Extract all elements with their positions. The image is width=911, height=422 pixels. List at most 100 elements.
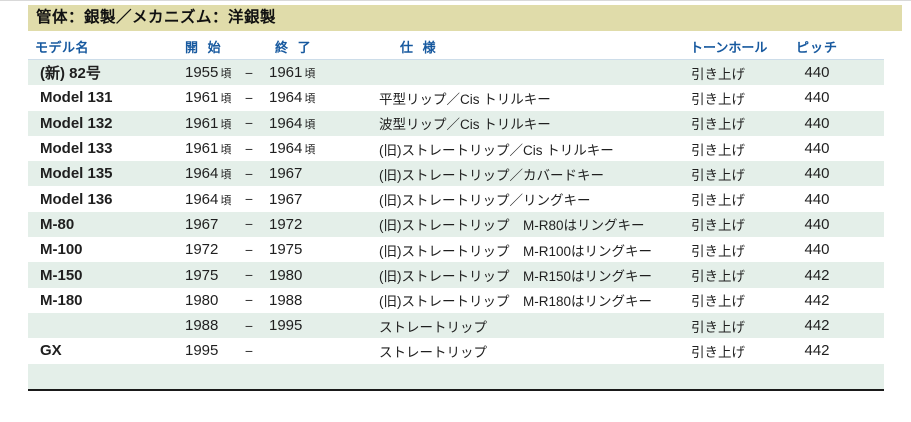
tonehole-cell: 引き上げ xyxy=(691,269,745,285)
start-year: 1955 xyxy=(185,64,219,82)
tonehole-cell: 引き上げ xyxy=(691,243,745,259)
tonehole-cell: 引き上げ xyxy=(691,117,745,133)
spec-cell: 平型リップ／Cis トリルキー xyxy=(379,91,551,107)
table-row: Model 133 1961 頃 − 1964 頃 (旧)ストレートリップ／Cis … xyxy=(28,135,884,162)
end-cell: 1988 xyxy=(265,292,375,309)
tonehole-cell: 引き上げ xyxy=(691,218,745,234)
model-cell: (新) 82号 xyxy=(40,65,101,83)
model-cell: Model 133 xyxy=(40,140,113,158)
spec-cell: ストレートリップ xyxy=(379,344,487,360)
end-year: 1972 xyxy=(269,215,303,233)
start-year: 1975 xyxy=(185,266,219,284)
model-cell: Model 135 xyxy=(40,165,113,183)
end-approx-suffix: 頃 xyxy=(304,118,316,131)
tonehole-cell: 引き上げ xyxy=(691,91,745,107)
start-year: 1988 xyxy=(185,317,219,335)
spec-cell: 波型リップ／Cis トリルキー xyxy=(379,117,551,133)
spec-cell: (旧)ストレートリップ M-R80はリングキー xyxy=(379,218,645,234)
pitch-cell: 442 xyxy=(804,291,830,309)
start-approx-suffix: 頃 xyxy=(220,194,232,207)
end-cell: 1961 頃 xyxy=(265,64,375,81)
tonehole-cell: 引き上げ xyxy=(691,167,745,183)
end-cell: 1964 頃 xyxy=(265,89,375,106)
model-cell: M-100 xyxy=(40,241,83,259)
pitch-cell: 440 xyxy=(804,140,830,158)
pitch-cell: 442 xyxy=(804,266,830,284)
end-approx-suffix: 頃 xyxy=(304,93,316,106)
range-dash: − xyxy=(244,241,254,258)
table-row: Model 131 1961 頃 − 1964 頃 平型リップ／Cis トリルキー … xyxy=(28,85,884,111)
start-cell: 1961 頃 xyxy=(178,140,233,157)
start-approx-suffix: 頃 xyxy=(220,144,232,157)
start-year: 1967 xyxy=(185,215,219,233)
column-header-pitch: ピッチ xyxy=(795,39,838,55)
tonehole-cell: 引き上げ xyxy=(691,193,745,209)
range-dash: − xyxy=(244,216,254,233)
model-cell: Model 132 xyxy=(40,114,113,132)
range-dash: − xyxy=(244,115,254,132)
pitch-cell: 440 xyxy=(804,89,830,107)
start-cell: 1961 頃 xyxy=(178,115,233,132)
end-approx-suffix: 頃 xyxy=(304,68,316,81)
start-year: 1961 xyxy=(185,140,219,158)
spec-cell: (旧)ストレートリップ／リングキー xyxy=(379,193,591,209)
start-approx-suffix: 頃 xyxy=(220,169,232,182)
table-row: Model 136 1964 頃 − 1967 (旧)ストレートリップ／リングキー… xyxy=(28,186,884,212)
start-year: 1964 xyxy=(185,190,219,208)
range-dash: − xyxy=(244,342,254,359)
start-cell: 1964 頃 xyxy=(178,165,233,182)
start-cell: 1955 頃 xyxy=(178,64,233,81)
spec-cell: (旧)ストレートリップ／Cis トリルキー xyxy=(379,142,614,158)
end-cell: 1980 xyxy=(265,267,375,284)
pitch-cell: 440 xyxy=(804,64,830,82)
pitch-cell: 440 xyxy=(804,165,830,183)
range-dash: − xyxy=(244,317,254,334)
spec-cell: ストレートリップ xyxy=(379,319,487,335)
column-header-start: 開 始 xyxy=(185,39,224,55)
range-dash: − xyxy=(244,267,254,284)
model-cell: GX xyxy=(40,342,62,360)
model-cell: M-180 xyxy=(40,291,83,309)
table-row: (新) 82号 1955 頃 − 1961 頃 引き上げ 440 xyxy=(28,60,884,86)
table-row: Model 132 1961 頃 − 1964 頃 波型リップ／Cis トリルキー … xyxy=(28,110,884,136)
table-body: (新) 82号 1955 頃 − 1961 頃 引き上げ 440 Model 131… xyxy=(28,60,884,389)
pitch-cell: 440 xyxy=(804,114,830,132)
start-year: 1964 xyxy=(185,165,219,183)
start-cell: 1972 xyxy=(178,241,233,258)
table-header-row: モデル名 開 始 終 了 仕 様 トーンホール ピッチ xyxy=(28,33,884,60)
end-year: 1980 xyxy=(269,266,303,284)
start-cell: 1980 xyxy=(178,292,233,309)
table-title: 管体：銀製／メカニズム：洋銀製 xyxy=(28,5,902,31)
end-year: 1964 xyxy=(269,140,303,158)
end-year: 1995 xyxy=(269,317,303,335)
start-cell: 1975 xyxy=(178,267,233,284)
range-dash: − xyxy=(244,292,254,309)
start-approx-suffix: 頃 xyxy=(220,118,232,131)
range-dash: − xyxy=(244,64,254,81)
end-year: 1988 xyxy=(269,291,303,309)
model-cell: M-150 xyxy=(40,266,83,284)
end-cell: 1975 xyxy=(265,241,375,258)
tonehole-cell: 引き上げ xyxy=(691,66,745,82)
end-year: 1967 xyxy=(269,165,303,183)
start-cell: 1967 xyxy=(178,216,233,233)
table-row xyxy=(28,363,884,389)
end-approx-suffix: 頃 xyxy=(304,144,316,157)
column-header-model: モデル名 xyxy=(35,39,90,55)
end-year: 1964 xyxy=(269,114,303,132)
end-cell xyxy=(265,342,375,359)
spec-table: 管体：銀製／メカニズム：洋銀製 モデル名 開 始 終 了 仕 様 トーンホール … xyxy=(28,5,902,391)
spec-cell: (旧)ストレートリップ M-R150はリングキー xyxy=(379,269,653,285)
spec-cell: (旧)ストレートリップ M-R100はリングキー xyxy=(379,243,653,259)
end-cell xyxy=(265,368,375,385)
table-row: M-100 1972 − 1975 (旧)ストレートリップ M-R100はリング… xyxy=(28,237,884,263)
pitch-cell: 440 xyxy=(804,241,830,259)
start-approx-suffix: 頃 xyxy=(220,93,232,106)
range-dash: − xyxy=(244,191,254,208)
tonehole-cell: 引き上げ xyxy=(691,319,745,335)
end-year: 1975 xyxy=(269,241,303,259)
table-row: Model 135 1964 頃 − 1967 (旧)ストレートリップ／カバードキ… xyxy=(28,161,884,187)
end-cell: 1964 頃 xyxy=(265,115,375,132)
start-year: 1995 xyxy=(185,342,219,360)
pitch-cell: 440 xyxy=(804,190,830,208)
